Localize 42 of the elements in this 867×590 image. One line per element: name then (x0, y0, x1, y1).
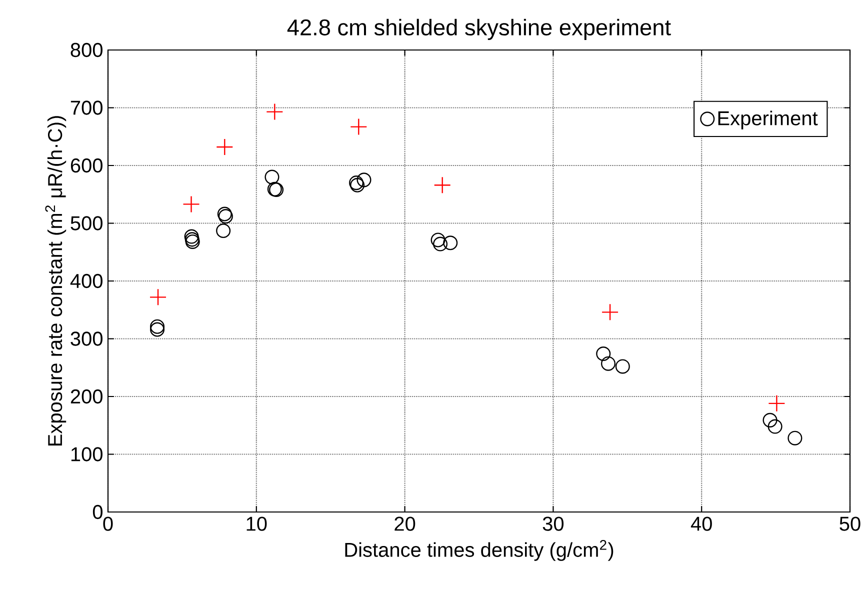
x-axis-title: Distance times density (g/cm$^{2}$) (345, 540, 614, 561)
y-tick-label: 700 (70, 100, 102, 115)
point (768, 394, 786, 412)
point (433, 236, 448, 252)
point (182, 196, 200, 213)
point (264, 170, 280, 184)
point (601, 304, 619, 321)
point (596, 346, 611, 362)
point (184, 229, 199, 244)
point (443, 236, 458, 250)
point (356, 172, 372, 188)
point (216, 138, 234, 156)
point (788, 430, 802, 446)
chart-title: 42.8 cm shielded skyshine experiment (287, 18, 671, 40)
x-tick-label: 0 (103, 516, 113, 531)
x-tick-label: 50 (840, 516, 860, 531)
y-tick-label: 800 (70, 42, 102, 58)
legend-label: Experiment (718, 110, 818, 130)
point (615, 359, 630, 374)
point (149, 288, 167, 306)
y-tick-label: 100 (71, 447, 102, 462)
x-tick-label: 40 (690, 516, 712, 531)
x-tick-label: 20 (394, 516, 416, 531)
point (216, 223, 231, 238)
point (768, 419, 782, 434)
point (600, 356, 616, 371)
y-tick-label: 600 (70, 158, 102, 173)
point (150, 319, 165, 334)
y-tick-label: 300 (70, 332, 102, 346)
y-axis-title: Exposure rate constant (m$^{2}$ μR/(h·C)) (45, 116, 66, 446)
point (266, 103, 284, 120)
point (434, 176, 451, 194)
point (150, 322, 165, 337)
point (350, 118, 368, 136)
x-tick-label: 10 (246, 516, 267, 531)
point (430, 232, 446, 248)
y-tick-label: 500 (70, 216, 102, 230)
x-tick-label: 30 (542, 516, 564, 531)
y-tick-label: 400 (70, 274, 102, 288)
point (762, 412, 778, 428)
y-tick-label: 0 (92, 504, 102, 520)
y-tick-label: 200 (70, 389, 102, 404)
